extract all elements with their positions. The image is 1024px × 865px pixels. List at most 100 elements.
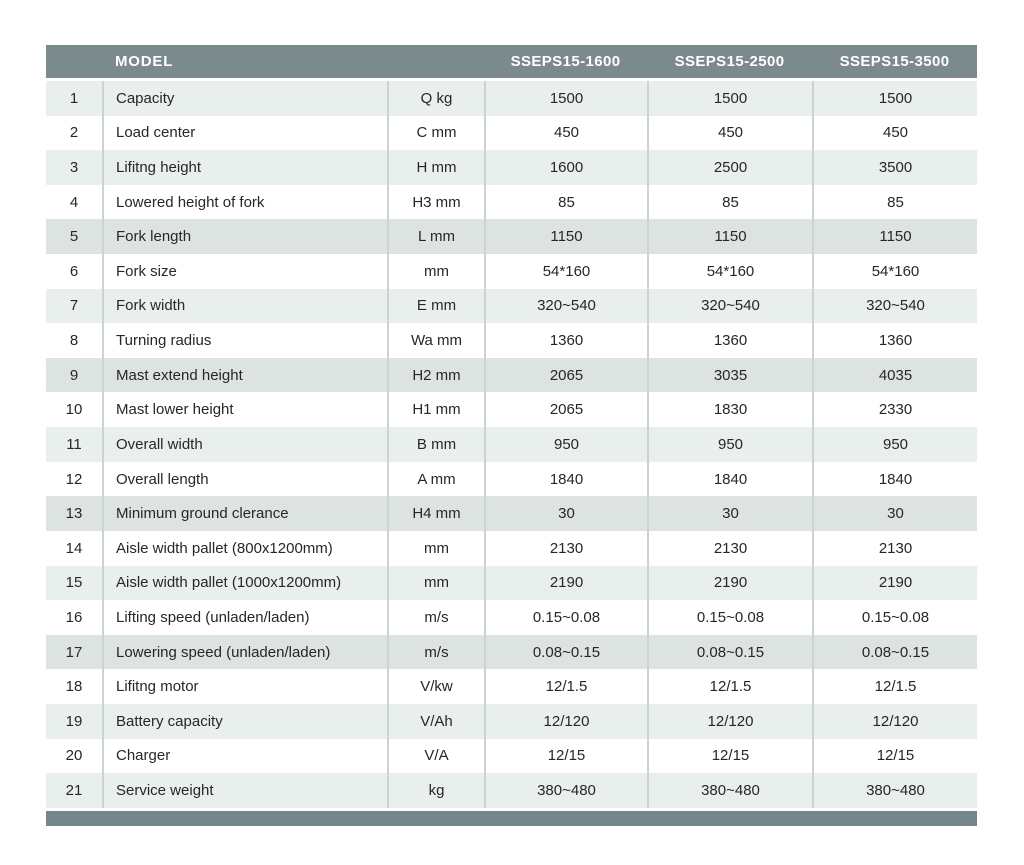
spec-unit: H mm [387,150,484,185]
spec-unit: mm [387,565,484,601]
spec-name: Battery capacity [102,703,387,739]
table-row: 8 Turning radius Wa mm 1360 1360 1360 [46,323,977,358]
spec-value-1: 1150 [484,219,647,255]
spec-value-2: 320~540 [647,288,812,324]
table-row: 6 Fork size mm 54*160 54*160 54*160 [46,254,977,289]
spec-unit: m/s [387,600,484,635]
spec-value-1: 950 [484,427,647,462]
table-row: 21 Service weight kg 380~480 380~480 380… [46,773,977,808]
row-number: 19 [65,712,83,730]
spec-name: Aisle width pallet (1000x1200mm) [102,565,387,601]
table-row: 16 Lifting speed (unladen/laden) m/s 0.1… [46,600,977,635]
row-number: 1 [69,89,79,107]
spec-value-2: 30 [647,496,812,531]
spec-value-2: 54*160 [647,254,812,289]
spec-unit: E mm [387,288,484,324]
spec-value-2: 12/1.5 [647,669,812,704]
row-number: 8 [69,332,79,350]
spec-name: Fork length [102,219,387,255]
row-number: 4 [69,193,79,211]
table-row: 14 Aisle width pallet (800x1200mm) mm 21… [46,530,977,566]
spec-value-2: 2130 [647,530,812,566]
spec-value-1: 1360 [484,323,647,358]
spec-unit: B mm [387,427,484,462]
table-footer-bar [46,810,977,826]
spec-name: Lifitng height [102,150,387,185]
row-number: 7 [69,297,79,315]
table-row: 3 Lifitng height H mm 1600 2500 3500 [46,150,977,185]
spec-value-2: 12/15 [647,738,812,774]
row-number: 17 [65,643,83,661]
spec-unit: mm [387,254,484,289]
spec-value-3: 3500 [812,150,977,185]
spec-unit: V/kw [387,669,484,704]
spec-value-3: 4035 [812,357,977,393]
spec-value-2: 12/120 [647,703,812,739]
spec-value-3: 1840 [812,461,977,497]
header-number-cell [46,45,102,78]
spec-value-2: 3035 [647,357,812,393]
table-row: 10 Mast lower height H1 mm 2065 1830 233… [46,392,977,428]
spec-name: Load center [102,115,387,151]
header-model-1600: SSEPS15-1600 [510,53,621,70]
header-model-label: MODEL [115,53,174,70]
spec-name: Mast extend height [102,357,387,393]
spec-value-1: 1840 [484,461,647,497]
spec-value-1: 0.15~0.08 [484,600,647,635]
spec-value-2: 950 [647,427,812,462]
spec-value-1: 1500 [484,81,647,116]
spec-value-2: 2500 [647,150,812,185]
table-row: 15 Aisle width pallet (1000x1200mm) mm 2… [46,565,977,601]
table-row: 18 Lifitng motor V/kw 12/1.5 12/1.5 12/1… [46,669,977,704]
spec-value-2: 1500 [647,81,812,116]
spec-value-1: 2065 [484,357,647,393]
spec-value-3: 2130 [812,530,977,566]
table-row: 4 Lowered height of fork H3 mm 85 85 85 [46,184,977,220]
spec-name: Fork size [102,254,387,289]
spec-value-1: 0.08~0.15 [484,634,647,670]
spec-value-3: 12/15 [812,738,977,774]
table-row: 2 Load center C mm 450 450 450 [46,115,977,151]
spec-name: Lowering speed (unladen/laden) [102,634,387,670]
spec-unit: C mm [387,115,484,151]
spec-value-1: 54*160 [484,254,647,289]
spec-value-2: 0.15~0.08 [647,600,812,635]
spec-unit: Wa mm [387,323,484,358]
table-row: 1 Capacity Q kg 1500 1500 1500 [46,81,977,116]
spec-name: Fork width [102,288,387,324]
spec-value-3: 320~540 [812,288,977,324]
spec-value-3: 0.08~0.15 [812,634,977,670]
spec-value-3: 0.15~0.08 [812,600,977,635]
spec-value-1: 1600 [484,150,647,185]
table-row: 5 Fork length L mm 1150 1150 1150 [46,219,977,255]
table-row: 20 Charger V/A 12/15 12/15 12/15 [46,738,977,774]
spec-value-3: 54*160 [812,254,977,289]
row-number: 14 [65,539,83,557]
table-row: 11 Overall width B mm 950 950 950 [46,427,977,462]
table-body: 1 Capacity Q kg 1500 1500 1500 2 Load ce… [46,81,977,808]
spec-value-2: 1840 [647,461,812,497]
spec-value-3: 30 [812,496,977,531]
spec-unit: H3 mm [387,184,484,220]
row-number: 21 [65,781,83,799]
spec-value-3: 12/120 [812,703,977,739]
spec-name: Lifting speed (unladen/laden) [102,600,387,635]
spec-value-1: 12/15 [484,738,647,774]
spec-value-1: 12/1.5 [484,669,647,704]
spec-unit: mm [387,530,484,566]
table-row: 19 Battery capacity V/Ah 12/120 12/120 1… [46,703,977,739]
spec-value-3: 1360 [812,323,977,358]
spec-value-1: 2190 [484,565,647,601]
spec-unit: H1 mm [387,392,484,428]
table-row: 17 Lowering speed (unladen/laden) m/s 0.… [46,634,977,670]
row-number: 12 [65,470,83,488]
table-row: 12 Overall length A mm 1840 1840 1840 [46,461,977,497]
row-number: 18 [65,678,83,696]
spec-unit: L mm [387,219,484,255]
spec-value-1: 320~540 [484,288,647,324]
spec-name: Capacity [102,81,387,116]
spec-value-2: 2190 [647,565,812,601]
spec-value-3: 1500 [812,81,977,116]
spec-value-3: 450 [812,115,977,151]
